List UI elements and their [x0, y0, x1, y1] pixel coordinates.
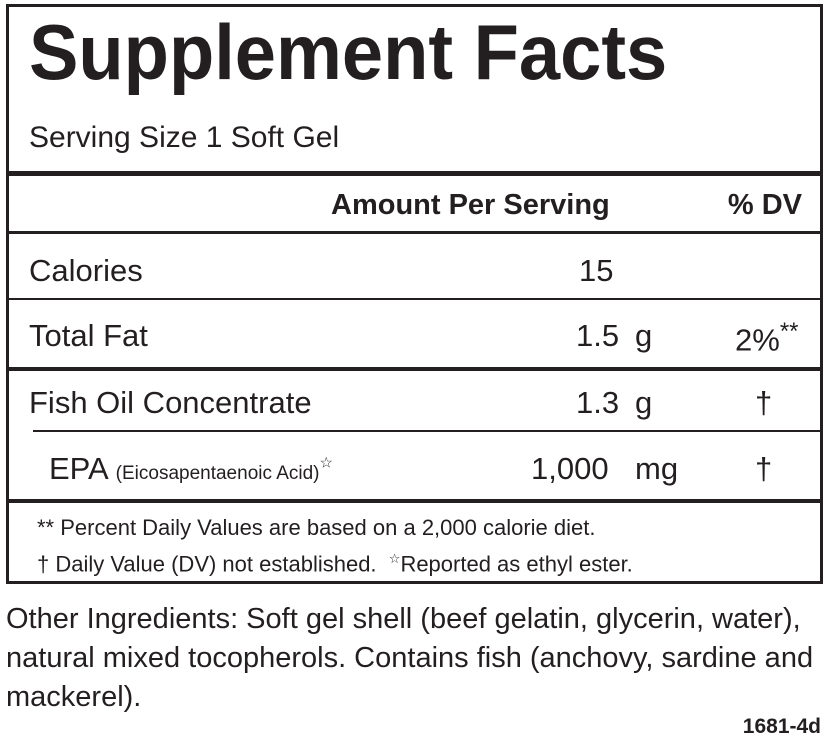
product-code: 1681-4d [742, 715, 821, 738]
row-fish-oil-dv: † [755, 385, 773, 420]
row-total-fat-label: Total Fat [29, 318, 148, 353]
row-calories-amount: 15 [579, 253, 614, 288]
header-amount-per-serving: Amount Per Serving [331, 189, 610, 221]
serving-size: Serving Size 1 Soft Gel [29, 121, 340, 154]
ethyl-ester-mark: ☆ [388, 551, 401, 566]
divider-header [9, 231, 820, 234]
row-epa-dv: † [755, 451, 773, 486]
footnote-daily-values: ** Percent Daily Values are based on a 2… [37, 515, 596, 540]
double-asterisk-mark: ** [779, 318, 799, 345]
divider-thick [9, 171, 820, 176]
row-total-fat-dv: 2%** [735, 318, 799, 358]
ethyl-ester-mark: ☆ [319, 454, 333, 472]
divider-row [9, 298, 820, 300]
row-epa-unit: mg [635, 451, 679, 486]
divider-footnotes [9, 499, 820, 503]
supplement-facts-panel: Supplement Facts Serving Size 1 Soft Gel… [6, 4, 823, 584]
row-epa-sublabel: (Eicosapentaenoic Acid) [115, 463, 320, 484]
divider-section [9, 367, 820, 371]
row-epa-label: EPA (Eicosapentaenoic Acid)☆ [49, 451, 333, 486]
other-ingredients: Other Ingredients: Soft gel shell (beef … [6, 603, 814, 713]
panel-title: Supplement Facts [29, 8, 668, 96]
row-calories-label: Calories [29, 253, 143, 288]
row-fish-oil-unit: g [635, 385, 653, 420]
row-fish-oil-label: Fish Oil Concentrate [29, 385, 312, 420]
header-daily-value: % DV [727, 189, 802, 221]
row-fish-oil-amount: 1.3 [576, 385, 620, 420]
footnote-dv-not-established: † Daily Value (DV) not established. ☆Rep… [37, 551, 633, 577]
row-epa-amount: 1,000 [531, 451, 609, 486]
row-total-fat-amount: 1.5 [576, 318, 620, 353]
row-total-fat-unit: g [635, 318, 653, 353]
divider-row-indented [33, 430, 820, 432]
